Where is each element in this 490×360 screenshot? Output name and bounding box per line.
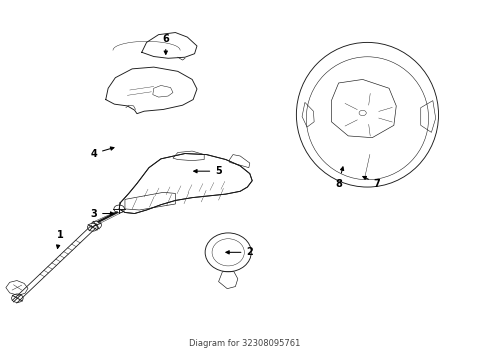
Text: 8: 8 [335,167,343,189]
Text: 7: 7 [363,176,380,189]
Ellipse shape [12,294,23,302]
Text: 2: 2 [226,247,253,257]
Text: 3: 3 [90,208,114,219]
Polygon shape [119,154,252,213]
Ellipse shape [114,205,124,213]
Text: 1: 1 [56,230,64,248]
Ellipse shape [91,221,101,229]
Text: 4: 4 [90,147,114,158]
Text: 5: 5 [194,166,222,176]
Text: 6: 6 [162,34,169,54]
Ellipse shape [205,233,251,272]
Ellipse shape [88,224,98,231]
Text: Diagram for 32308095761: Diagram for 32308095761 [189,338,301,348]
Ellipse shape [296,42,439,187]
